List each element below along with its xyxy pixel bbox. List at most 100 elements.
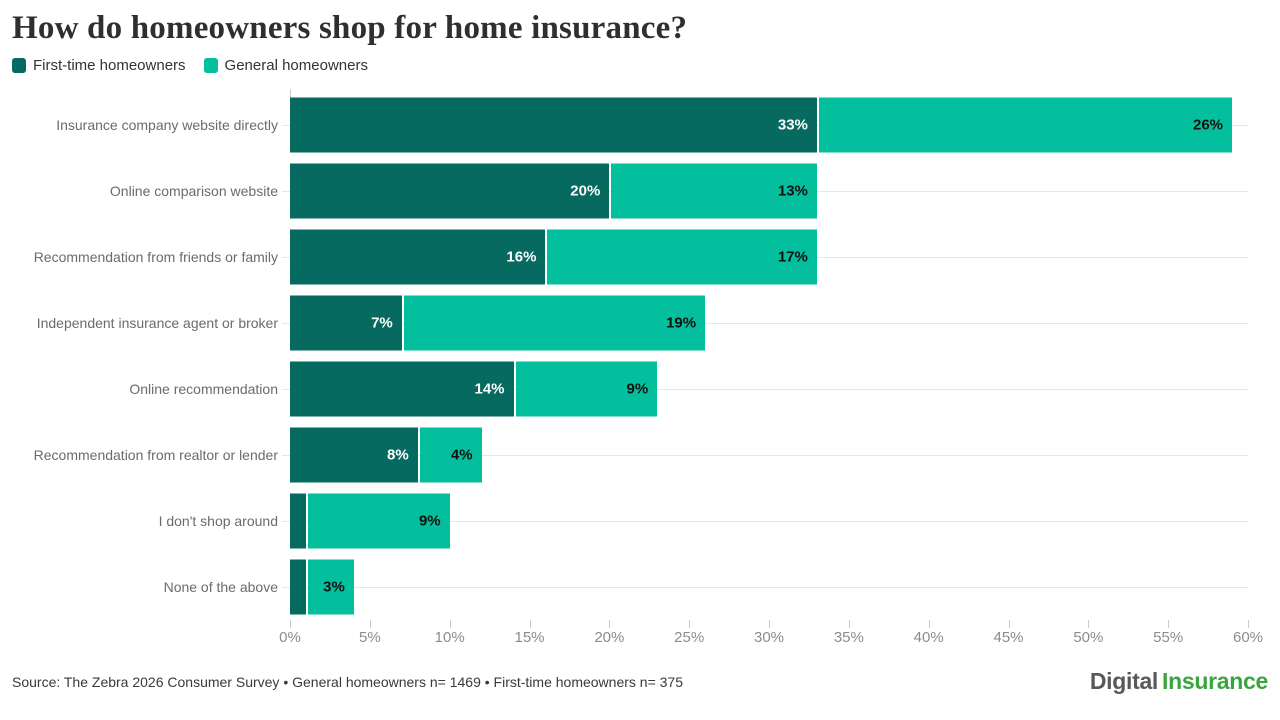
- x-axis-tick-label: 15%: [514, 629, 545, 646]
- bar-first-time: [290, 493, 306, 549]
- bar-general: 9%: [515, 361, 658, 417]
- category-label: Online comparison website: [109, 183, 278, 199]
- category-label: Recommendation from friends or family: [33, 249, 278, 265]
- row-plot: 20% 13%: [282, 158, 1248, 224]
- row-plot: 7% 19%: [282, 290, 1248, 356]
- x-axis-tick-label: 45%: [993, 629, 1024, 646]
- bar-value-label: 13%: [777, 182, 808, 200]
- x-axis-tick: [369, 620, 371, 628]
- legend-swatch-icon: [203, 58, 218, 73]
- bar-general: 9%: [307, 493, 450, 549]
- x-axis-row: 0% 5% 10% 15% 20% 25% 30% 35% 40% 45% 50% 55% 60%: [12, 620, 1263, 652]
- x-axis: 0% 5% 10% 15% 20% 25% 30% 35% 40% 45% 50% 55% 60%: [279, 620, 1263, 652]
- x-axis-tick: [1168, 620, 1170, 628]
- bar-value-label: 20%: [570, 182, 601, 200]
- x-axis-tick-label: 60%: [1232, 629, 1264, 646]
- category-label: Online recommendation: [129, 381, 278, 397]
- page-title: How do homeowners shop for home insuranc…: [12, 10, 688, 46]
- bar-value-label: 7%: [371, 314, 393, 332]
- legend-item-general: General homeowners: [203, 57, 368, 74]
- row-plot: 8% 4%: [282, 422, 1248, 488]
- bar-general: 19%: [403, 295, 706, 351]
- chart-row: Recommendation from friends or family 16%…: [12, 224, 1248, 290]
- chart-row: Independent insurance agent or broker 7% 1…: [12, 290, 1248, 356]
- legend-swatch-icon: [12, 58, 26, 73]
- row-plot: 16% 17%: [282, 224, 1248, 290]
- x-axis-spacer: [12, 620, 290, 652]
- bar-first-time: 14%: [290, 361, 514, 417]
- legend-item-first-time: First-time homeowners: [12, 57, 186, 74]
- row-plot: 14% 9%: [282, 356, 1248, 422]
- zero-axis-tick: [290, 89, 291, 99]
- logo-word-insurance: Insurance: [1162, 668, 1268, 694]
- bar-value-label: 33%: [777, 116, 808, 134]
- x-axis-tick-label: 40%: [913, 629, 944, 646]
- category-label: Independent insurance agent or broker: [36, 315, 278, 331]
- x-axis-tick-label: 20%: [594, 629, 625, 646]
- row-plot: 3%: [282, 554, 1248, 620]
- legend: First-time homeowners General homeowners: [12, 57, 1268, 74]
- x-axis-tick-label: 5%: [358, 629, 381, 646]
- x-axis-tick: [1248, 620, 1249, 628]
- x-axis-tick: [609, 620, 611, 628]
- row-gridline: [282, 455, 1248, 456]
- x-axis-tick-label: 25%: [674, 629, 705, 646]
- x-axis-tick-label: 55%: [1153, 629, 1184, 646]
- x-axis-tick: [449, 620, 451, 628]
- x-axis-tick-label: 10%: [434, 629, 465, 646]
- bar-first-time: 8%: [290, 427, 418, 483]
- row-gridline: [282, 323, 1248, 324]
- x-axis-tick: [769, 620, 770, 628]
- chart-rows: Insurance company website directly 33% 26%…: [12, 89, 1248, 620]
- bar-general: 17%: [547, 229, 817, 285]
- category-label: I don't shop around: [158, 513, 278, 529]
- x-axis-tick: [689, 620, 691, 628]
- chart-row: Online recommendation 14% 9%: [12, 356, 1248, 422]
- bar-value-label: 3%: [323, 578, 345, 596]
- x-axis-tick: [529, 620, 531, 628]
- chart-row: I don't shop around 9%: [12, 488, 1248, 554]
- bar-value-label: 9%: [626, 380, 649, 398]
- chart-row: Recommendation from realtor or lender 8% 4…: [12, 422, 1248, 488]
- x-axis-tick: [290, 620, 291, 628]
- bar-value-label: 9%: [418, 512, 441, 530]
- row-plot: 9%: [282, 488, 1248, 554]
- chart-row: None of the above 3%: [12, 554, 1248, 620]
- chart-row: Insurance company website directly 33% 26%: [12, 89, 1248, 158]
- bar-general: 26%: [818, 97, 1233, 153]
- legend-label: First-time homeowners: [33, 57, 186, 74]
- bar-value-label: 16%: [506, 248, 537, 266]
- bar-first-time: 33%: [290, 97, 817, 153]
- source-note: Source: The Zebra 2026 Consumer Survey •…: [12, 673, 683, 690]
- bar-first-time: 16%: [290, 229, 546, 285]
- bar-first-time: 20%: [290, 163, 610, 219]
- bar-general: 4%: [419, 427, 482, 483]
- bar-value-label: 14%: [474, 380, 505, 398]
- bar-general: 3%: [307, 559, 354, 615]
- bar-value-label: 17%: [777, 248, 808, 266]
- row-gridline: [282, 521, 1248, 522]
- x-axis-tick: [1008, 620, 1010, 628]
- x-axis-tick-label: 35%: [833, 629, 864, 646]
- legend-label: General homeowners: [224, 57, 368, 74]
- bar-value-label: 26%: [1192, 116, 1224, 134]
- bar-value-label: 4%: [450, 446, 473, 464]
- category-label: None of the above: [163, 579, 278, 595]
- chart: Insurance company website directly 33% 26%…: [12, 89, 1263, 652]
- row-plot: 33% 26%: [282, 89, 1248, 158]
- chart-row: Online comparison website 20% 13%: [12, 158, 1248, 224]
- logo-word-digital: Digital: [1089, 668, 1159, 694]
- category-label: Insurance company website directly: [56, 117, 278, 133]
- digital-insurance-logo: Digital Insurance: [1090, 668, 1268, 695]
- x-axis-tick-label: 0%: [279, 629, 301, 646]
- footer: Source: The Zebra 2026 Consumer Survey •…: [12, 668, 1268, 695]
- row-gridline: [282, 389, 1248, 390]
- x-axis-tick: [928, 620, 930, 628]
- x-axis-tick-label: 50%: [1073, 629, 1104, 646]
- bar-value-label: 8%: [387, 446, 409, 464]
- bar-first-time: [290, 559, 306, 615]
- bar-general: 13%: [611, 163, 817, 219]
- bar-value-label: 19%: [666, 314, 697, 332]
- x-axis-tick-label: 30%: [753, 629, 785, 646]
